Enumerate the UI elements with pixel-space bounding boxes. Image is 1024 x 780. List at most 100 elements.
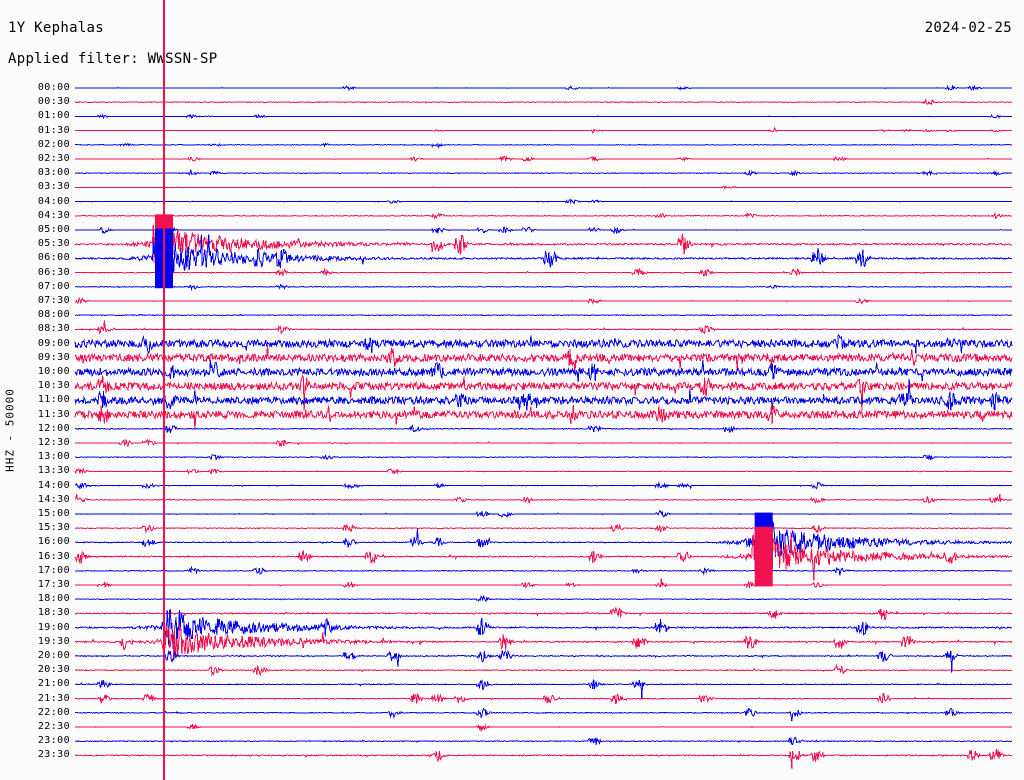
- time-label: 21:30: [37, 692, 70, 704]
- trace-row: [74, 467, 1012, 476]
- time-label: 15:30: [37, 522, 70, 534]
- time-label: 04:30: [37, 209, 70, 221]
- trace-row: [74, 283, 1013, 292]
- time-label: 16:30: [37, 550, 70, 562]
- time-label: 07:00: [37, 280, 70, 292]
- time-label: 02:30: [37, 153, 70, 164]
- time-label: 12:00: [37, 422, 70, 434]
- time-label: 05:30: [37, 238, 70, 250]
- time-label: 08:30: [37, 323, 70, 335]
- trace-row: [74, 198, 1012, 205]
- time-label: 11:00: [37, 394, 70, 406]
- trace-row: [74, 494, 1013, 505]
- trace-row: [74, 606, 1013, 621]
- trace-row: [74, 578, 1013, 590]
- time-label: 22:30: [37, 721, 70, 732]
- trace-row: [74, 595, 1013, 603]
- time-label: 00:30: [37, 96, 70, 108]
- trace-row: [74, 523, 1013, 534]
- time-label: 18:30: [37, 607, 70, 619]
- time-label: 14:30: [37, 493, 70, 505]
- time-label: 16:00: [37, 536, 70, 548]
- trace-row: [74, 98, 1013, 106]
- trace-row: [74, 234, 1013, 280]
- time-label: 03:00: [37, 167, 70, 179]
- trace-row: [75, 142, 1013, 149]
- trace-row: [74, 723, 1012, 732]
- time-label: 01:00: [37, 110, 70, 122]
- trace-row: [74, 749, 1013, 769]
- time-label: 06:00: [37, 252, 70, 264]
- time-label: 13:30: [37, 465, 70, 477]
- time-label: 08:00: [37, 309, 70, 321]
- time-label: 22:00: [37, 706, 70, 718]
- trace-row: [74, 678, 1013, 699]
- time-label: 05:00: [37, 224, 70, 235]
- time-label: 19:00: [37, 621, 70, 633]
- time-label: 21:00: [37, 678, 70, 690]
- trace-row: [74, 126, 1013, 135]
- trace-row: [74, 609, 1013, 650]
- trace-row: [74, 438, 1013, 448]
- trace-row: [75, 519, 1013, 564]
- time-label: 00:00: [37, 82, 70, 93]
- trace-row: [74, 226, 1013, 235]
- trace-row: [74, 169, 1012, 177]
- trace-row: [75, 454, 1013, 461]
- trace-row: [74, 736, 1013, 746]
- trace-row: [74, 405, 1013, 430]
- time-label: 01:30: [37, 124, 70, 136]
- trace-row: [74, 649, 1013, 673]
- trace-row: [75, 84, 1013, 92]
- trace-row: [75, 185, 1012, 190]
- time-label: 13:00: [37, 451, 70, 463]
- clipped-event-block: [754, 526, 773, 587]
- time-label: 10:00: [37, 366, 70, 377]
- trace-row: [74, 267, 1013, 278]
- time-label: 23:30: [37, 749, 70, 761]
- time-label: 14:00: [37, 479, 70, 491]
- trace-row: [74, 113, 1013, 120]
- time-label: 10:30: [37, 380, 70, 392]
- trace-row: [74, 379, 1013, 411]
- trace-row: [74, 692, 1013, 705]
- time-axis-labels: 00:00 00:30 01:00 01:30 02:00 02:30 03:00 03:30…: [0, 0, 74, 780]
- trace-row: [74, 707, 1013, 722]
- date-label: 2024-02-25: [924, 20, 1012, 36]
- time-label: 17:00: [37, 564, 70, 576]
- time-label: 17:30: [37, 579, 70, 590]
- trace-row: [74, 532, 1013, 581]
- trace-row: [75, 155, 1013, 163]
- time-label: 11:30: [37, 408, 70, 420]
- trace-row: [74, 622, 1013, 660]
- time-label: 19:30: [37, 635, 70, 647]
- time-label: 09:00: [37, 337, 70, 349]
- vertical-marker-line: [163, 0, 166, 780]
- time-label: 23:00: [37, 735, 70, 747]
- time-label: 03:30: [37, 181, 70, 193]
- time-label: 07:30: [37, 295, 70, 306]
- time-label: 09:30: [37, 351, 70, 363]
- time-label: 18:00: [37, 593, 70, 605]
- time-label: 20:00: [37, 650, 70, 661]
- trace-row: [74, 220, 1013, 265]
- trace-row: [74, 320, 1013, 335]
- station-title: 1Y Kephalas: [8, 20, 105, 36]
- time-label: 20:30: [37, 664, 70, 676]
- trace-row: [74, 509, 1013, 518]
- trace-row: [75, 211, 1013, 220]
- trace-row: [74, 296, 1013, 305]
- trace-row: [74, 359, 1013, 383]
- trace-row: [74, 481, 1013, 491]
- trace-row: [75, 663, 1013, 677]
- time-label: 12:30: [37, 437, 70, 448]
- time-label: 04:00: [37, 195, 70, 207]
- time-label: 15:00: [37, 508, 70, 519]
- trace-row: [74, 374, 1013, 411]
- trace-row: [74, 333, 1013, 354]
- trace-row: [74, 344, 1013, 375]
- time-label: 02:00: [37, 138, 70, 150]
